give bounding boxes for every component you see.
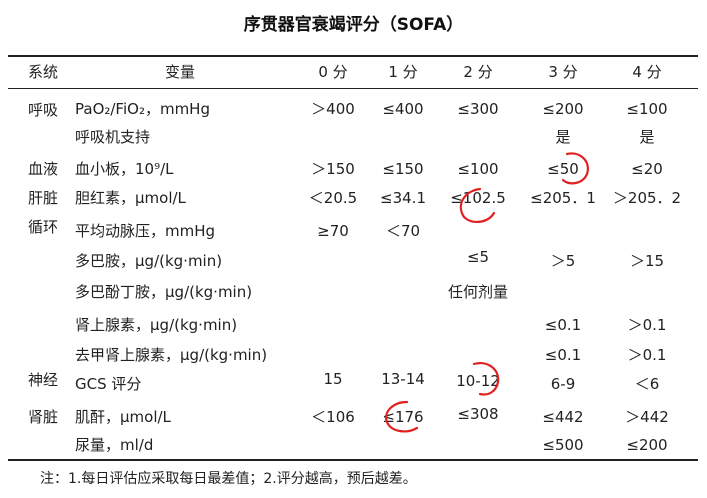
system-respiratory: 呼吸: [28, 101, 59, 119]
variable-label: 尿量，ml/d: [75, 436, 154, 454]
score-3-value: ≤500: [542, 436, 584, 454]
score-0-value: ＜106: [311, 408, 355, 426]
system-liver: 肝脏: [28, 189, 59, 207]
header-variable: 变量: [164, 63, 196, 81]
score-4-value: ＞442: [625, 408, 669, 426]
score-3-value: 是: [555, 128, 571, 146]
score-2-value: ≤100: [457, 160, 499, 178]
variable-label: 肾上腺素，μg/(kg·min): [75, 316, 238, 334]
header-score-3: 3 分: [548, 63, 578, 81]
score-1-value: ≤400: [382, 100, 424, 118]
score-4-value: 是: [639, 128, 655, 146]
variable-label: 去甲肾上腺素，μg/(kg·min): [75, 346, 268, 364]
header-rule: [8, 88, 698, 89]
score-3-value: ≤0.1: [544, 316, 582, 334]
table-title: 序贯器官衰竭评分（SOFA）: [243, 15, 464, 35]
variable-label: 平均动脉压，mmHg: [75, 222, 216, 240]
score-3-value: ≤0.1: [544, 346, 582, 364]
system-kidney: 肾脏: [28, 408, 59, 426]
variable-label: 呼吸机支持: [75, 128, 151, 146]
score-1-value: ≤34.1: [380, 189, 426, 207]
score-0-value: ＞150: [311, 160, 355, 178]
score-2-value: 任何剂量: [447, 283, 509, 301]
header-score-0: 0 分: [318, 63, 348, 81]
variable-label: 多巴酚丁胺，μg/(kg·min): [75, 283, 253, 301]
header-system: 系统: [28, 63, 59, 81]
header-score-2: 2 分: [463, 63, 493, 81]
variable-label: 血小板，10⁹/L: [75, 160, 174, 178]
score-4-value: ≤200: [626, 436, 668, 454]
score-0-value: 15: [323, 370, 343, 388]
system-blood: 血液: [28, 160, 59, 178]
variable-label: 多巴胺，μg/(kg·min): [75, 252, 223, 270]
score-1-value: ≤176: [382, 408, 424, 426]
score-2-value: ≤102.5: [450, 189, 506, 207]
score-4-value: ＞0.1: [627, 346, 667, 364]
score-2-value: ≤300: [457, 100, 499, 118]
variable-label: PaO₂/FiO₂，mmHg: [75, 100, 210, 118]
score-1-value: ＜70: [385, 222, 421, 240]
score-4-value: ＞205．2: [612, 189, 682, 207]
score-4-value: ≤20: [631, 160, 663, 178]
score-2-value: 10-12: [456, 372, 500, 390]
score-4-value: ＞15: [629, 252, 665, 270]
score-3-value: ≤442: [542, 408, 584, 426]
footnote: 注：1.每日评估应采取每日最差值；2.评分越高，预后越差。: [40, 471, 417, 487]
system-neuro: 神经: [28, 371, 59, 389]
score-3-value: ≤205．1: [530, 189, 596, 207]
header-score-4: 4 分: [632, 63, 662, 81]
score-3-value: ＞5: [550, 252, 576, 270]
score-0-value: ＜20.5: [308, 189, 358, 207]
bottom-rule: [8, 459, 698, 461]
system-circulation: 循环: [28, 218, 59, 236]
score-1-value: ≤150: [382, 160, 424, 178]
score-3-value: ≤200: [542, 100, 584, 118]
score-0-value: ≥70: [317, 222, 349, 240]
header-score-1: 1 分: [388, 63, 418, 81]
variable-label: GCS 评分: [75, 375, 142, 393]
score-3-value: 6-9: [550, 375, 576, 393]
score-4-value: ≤100: [626, 100, 668, 118]
top-rule: [8, 55, 698, 57]
score-4-value: ＞0.1: [627, 316, 667, 334]
score-4-value: ＜6: [634, 375, 660, 393]
variable-label: 肌酐，μmol/L: [75, 408, 171, 426]
score-2-value: ≤5: [466, 248, 490, 266]
score-3-value: ≤50: [547, 160, 579, 178]
score-1-value: 13-14: [381, 370, 425, 388]
score-0-value: ＞400: [311, 100, 355, 118]
score-2-value: ≤308: [457, 405, 499, 423]
variable-label: 胆红素，μmol/L: [75, 189, 186, 207]
